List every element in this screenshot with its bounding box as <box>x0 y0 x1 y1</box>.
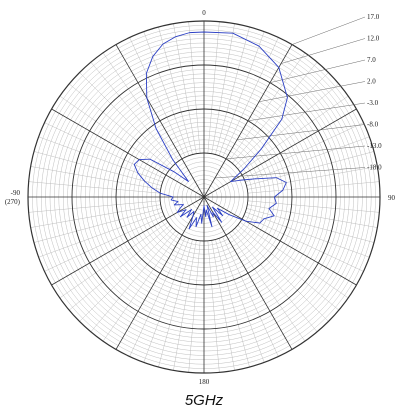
radial-tick-label: -8.0 <box>367 121 379 129</box>
grid-spoke-minor <box>44 215 165 272</box>
grid-spoke-minor <box>211 240 235 371</box>
grid-spoke-minor <box>247 200 380 213</box>
grid-spoke-minor <box>207 21 220 154</box>
grid-spoke-minor <box>234 227 329 322</box>
ring-label-leader <box>258 81 366 102</box>
grid-ring-major <box>71 64 337 330</box>
grid-spoke-minor <box>211 23 235 154</box>
radial-tick-label: -18.0 <box>367 164 382 172</box>
grid-spoke-minor <box>246 208 375 243</box>
angle-label: (270) <box>5 198 21 206</box>
grid-spoke-minor <box>218 238 265 363</box>
grid-spoke-minor <box>245 211 370 258</box>
ring-label-leader <box>214 167 366 179</box>
radial-tick-label: -3.0 <box>367 99 379 107</box>
grid-spoke-minor <box>79 72 174 167</box>
grid-spoke-minor <box>246 151 375 186</box>
grid-spoke-minor <box>44 122 165 179</box>
grid-spoke-minor <box>79 227 174 322</box>
ring-label-leader <box>225 145 366 160</box>
grid-ring-major <box>27 20 381 374</box>
grid-spoke-minor <box>247 181 380 194</box>
grid-spoke-minor <box>30 166 161 190</box>
radial-tick-label: 7.0 <box>367 56 376 64</box>
grid-spoke-minor <box>28 200 161 213</box>
chart-caption: 5GHz <box>184 392 224 409</box>
grid-spoke-minor <box>129 37 186 158</box>
grid-spoke-minor <box>215 26 250 155</box>
ring-label-leader <box>247 102 366 122</box>
grid-spoke-minor <box>229 232 306 342</box>
angle-label: 90 <box>388 194 396 202</box>
grid-spoke-minor <box>229 52 306 162</box>
grid-ring-major <box>115 108 293 286</box>
grid-spoke-minor <box>158 239 193 368</box>
ring-label-leader <box>291 16 366 45</box>
grid-spoke-minor <box>38 211 163 258</box>
radiation-pattern-trace <box>133 31 288 230</box>
polar-plot: 17.0 12.0 7.0 2.0 -3.0 -8.0 -13.0 -18.0 0 90 180 -9… <box>5 9 396 386</box>
angle-label: 0 <box>202 9 206 17</box>
ring-label-leader <box>280 38 366 64</box>
grid-spoke-minor <box>232 230 318 332</box>
grid-spoke-minor <box>102 52 179 162</box>
radial-tick-label: -13.0 <box>367 142 382 150</box>
grid-spoke-minor <box>129 236 186 357</box>
angle-label: 180 <box>199 378 210 386</box>
grid-ring-major <box>159 152 249 242</box>
grid-spoke-minor <box>173 240 197 371</box>
grid-spoke-minor <box>59 222 169 299</box>
angle-label: -90 <box>11 189 21 197</box>
grid-spoke-minor <box>218 31 265 156</box>
grid-spoke-minor <box>239 95 349 172</box>
ring-label-leader <box>269 59 366 83</box>
radial-tick-label: 17.0 <box>367 13 380 21</box>
grid-spoke-minor <box>33 151 162 186</box>
grid-spoke-minor <box>90 230 176 332</box>
grid-spoke-minor <box>173 23 197 154</box>
grid-spoke-minor <box>247 166 378 190</box>
ring-label-leader <box>236 124 366 141</box>
grid-spoke-minor <box>188 21 201 154</box>
grid-spoke-minor <box>30 204 161 228</box>
grid-spoke-minor <box>239 222 349 299</box>
grid-spoke-minor <box>143 31 190 156</box>
grid-spoke-minor <box>243 215 364 272</box>
grid-spoke-minor <box>69 225 171 311</box>
radial-tick-label: 2.0 <box>367 78 376 86</box>
grid-spoke-minor <box>243 122 364 179</box>
grid-spoke-minor <box>38 136 163 183</box>
grid-spoke-minor <box>158 26 193 155</box>
grid-spoke-minor <box>143 238 190 363</box>
grid-spoke-minor <box>207 240 220 373</box>
grid-spoke-minor <box>232 62 318 164</box>
radial-tick-label: 12.0 <box>367 35 380 43</box>
grid-spoke-minor <box>188 240 201 373</box>
grid-spoke-minor <box>102 232 179 342</box>
grid-spoke-minor <box>90 62 176 164</box>
grid-spoke-minor <box>69 83 171 169</box>
grid-spoke-minor <box>237 83 339 169</box>
grid-spoke-minor <box>247 204 378 228</box>
grid-spoke-minor <box>28 181 161 194</box>
grid-spoke-minor <box>237 225 339 311</box>
polar-chart: 17.0 12.0 7.0 2.0 -3.0 -8.0 -13.0 -18.0 0 90 180 -9… <box>5 9 396 386</box>
grid-spoke-minor <box>215 239 250 368</box>
grid-spoke-minor <box>33 208 162 243</box>
grid-spoke-minor <box>222 236 279 357</box>
